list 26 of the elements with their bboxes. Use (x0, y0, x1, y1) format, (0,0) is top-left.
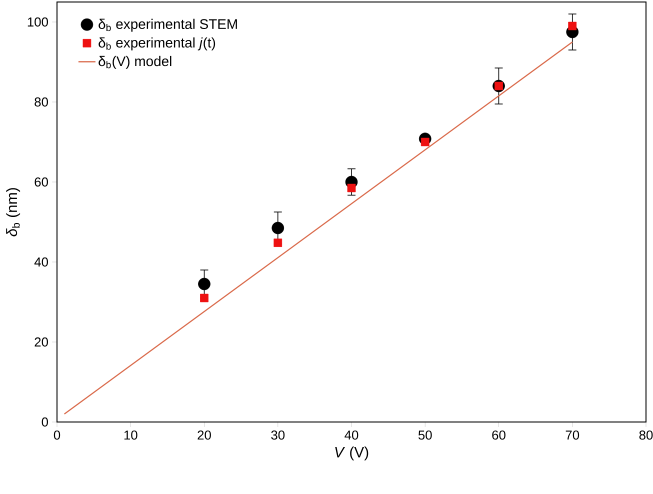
x-tick-label: 60 (492, 430, 506, 440)
x-axis-title: V (V) (335, 446, 368, 460)
x-tick-label: 0 (54, 430, 60, 440)
x-tick-label: 80 (639, 430, 653, 440)
y-tick-label: 40 (34, 257, 48, 267)
point (200, 294, 208, 302)
y-tick-label: 100 (28, 17, 48, 27)
x-tick-label: 50 (418, 430, 432, 440)
point (274, 238, 282, 247)
y-tick-label: 80 (34, 97, 48, 107)
legend-label: δ$_{b}$(V) model (98, 56, 172, 69)
y-tick-label: 20 (34, 337, 48, 347)
point (272, 222, 284, 234)
legend-label: δ$_{b}$ experimental STEM (98, 18, 237, 32)
point (568, 22, 577, 30)
point (198, 278, 210, 290)
x-tick-label: 30 (271, 430, 285, 440)
y-tick-label: 60 (34, 177, 48, 187)
y-axis-title: δ$_{b}$ (nm) (6, 188, 20, 236)
x-tick-label: 10 (124, 430, 138, 440)
y-tick-label: 0 (42, 417, 48, 427)
x-tick-label: 20 (198, 430, 211, 440)
point (347, 184, 356, 192)
x-tick-label: 70 (566, 430, 580, 440)
legend-label: δ$_{b}$ experimental j(t) (98, 37, 216, 50)
x-tick-label: 40 (344, 430, 358, 440)
